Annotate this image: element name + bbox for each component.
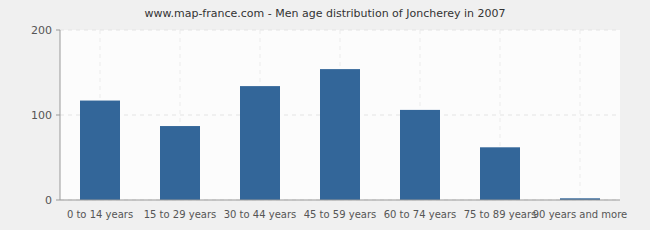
plot-area <box>60 30 620 200</box>
x-tick-label: 60 to 74 years <box>384 209 457 220</box>
title: www.map-france.com - Men age distributio… <box>144 7 505 20</box>
y-tick <box>56 200 60 201</box>
background <box>0 0 650 230</box>
x-axis <box>60 200 620 201</box>
bar <box>80 101 120 200</box>
x-tick-label: 0 to 14 years <box>67 209 133 220</box>
bar <box>400 110 440 200</box>
x-tick-label: 75 to 89 years <box>464 209 537 220</box>
y-tick <box>56 30 60 31</box>
y-tick-label: 200 <box>31 24 52 37</box>
grid-line-x <box>580 30 581 200</box>
y-tick-label: 100 <box>31 109 52 122</box>
x-tick-label: 45 to 59 years <box>304 209 377 220</box>
x-tick-label: 90 years and more <box>533 209 628 220</box>
bar <box>160 126 200 200</box>
y-tick <box>56 115 60 116</box>
chart: www.map-france.com - Men age distributio… <box>0 0 650 230</box>
bar <box>320 69 360 200</box>
y-tick-label: 0 <box>45 194 52 207</box>
bar <box>240 86 280 200</box>
bars <box>80 69 600 200</box>
x-tick-label: 15 to 29 years <box>144 209 217 220</box>
bar <box>480 147 520 200</box>
x-tick-label: 30 to 44 years <box>224 209 297 220</box>
grid-line <box>60 200 620 201</box>
